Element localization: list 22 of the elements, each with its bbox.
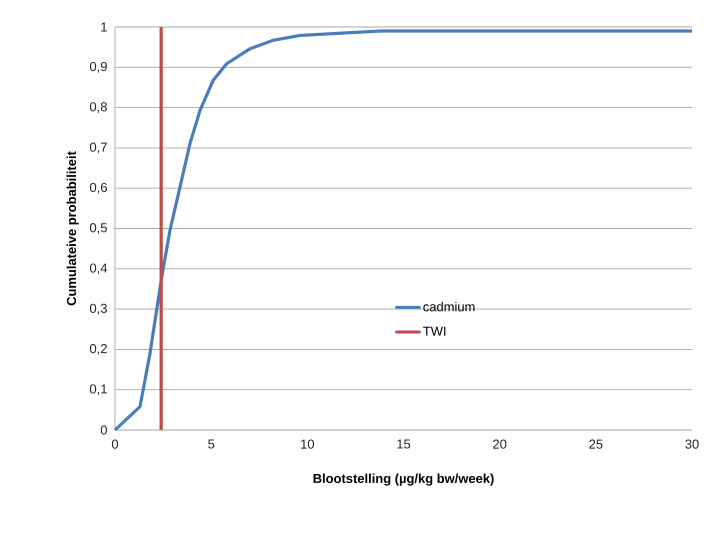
x-tick-label: 15	[397, 440, 410, 449]
y-tick-label: 0,2	[90, 344, 107, 355]
x-tick-label: 0	[112, 440, 118, 449]
y-tick-label: 0,4	[90, 263, 108, 274]
y-tick-label: 1	[101, 22, 107, 32]
x-axis-title: Blootstelling (µg/kg bw/week)	[314, 474, 494, 486]
y-tick-label: 0,9	[90, 62, 107, 73]
y-tick-label: 0,1	[90, 384, 107, 396]
y-tick-label: 0,8	[90, 102, 107, 113]
y-tick-label: 0	[100, 425, 107, 435]
y-tick-label: 0,5	[90, 223, 107, 234]
y-axis-title: Cumulateive probabiliteit	[66, 151, 79, 306]
x-tick-label: 10	[301, 440, 314, 449]
x-tick-label: 30	[685, 440, 699, 449]
y-tick-label: 0,6	[90, 182, 107, 194]
y-tick-label: 0,3	[90, 304, 107, 314]
legend-label: cadmium	[423, 302, 474, 312]
legend-label: TWI	[423, 326, 446, 336]
x-tick-label: 5	[208, 440, 214, 449]
y-tick-label: 0,7	[90, 142, 107, 154]
x-tick-label: 20	[493, 440, 506, 449]
x-tick-label: 25	[589, 440, 602, 449]
